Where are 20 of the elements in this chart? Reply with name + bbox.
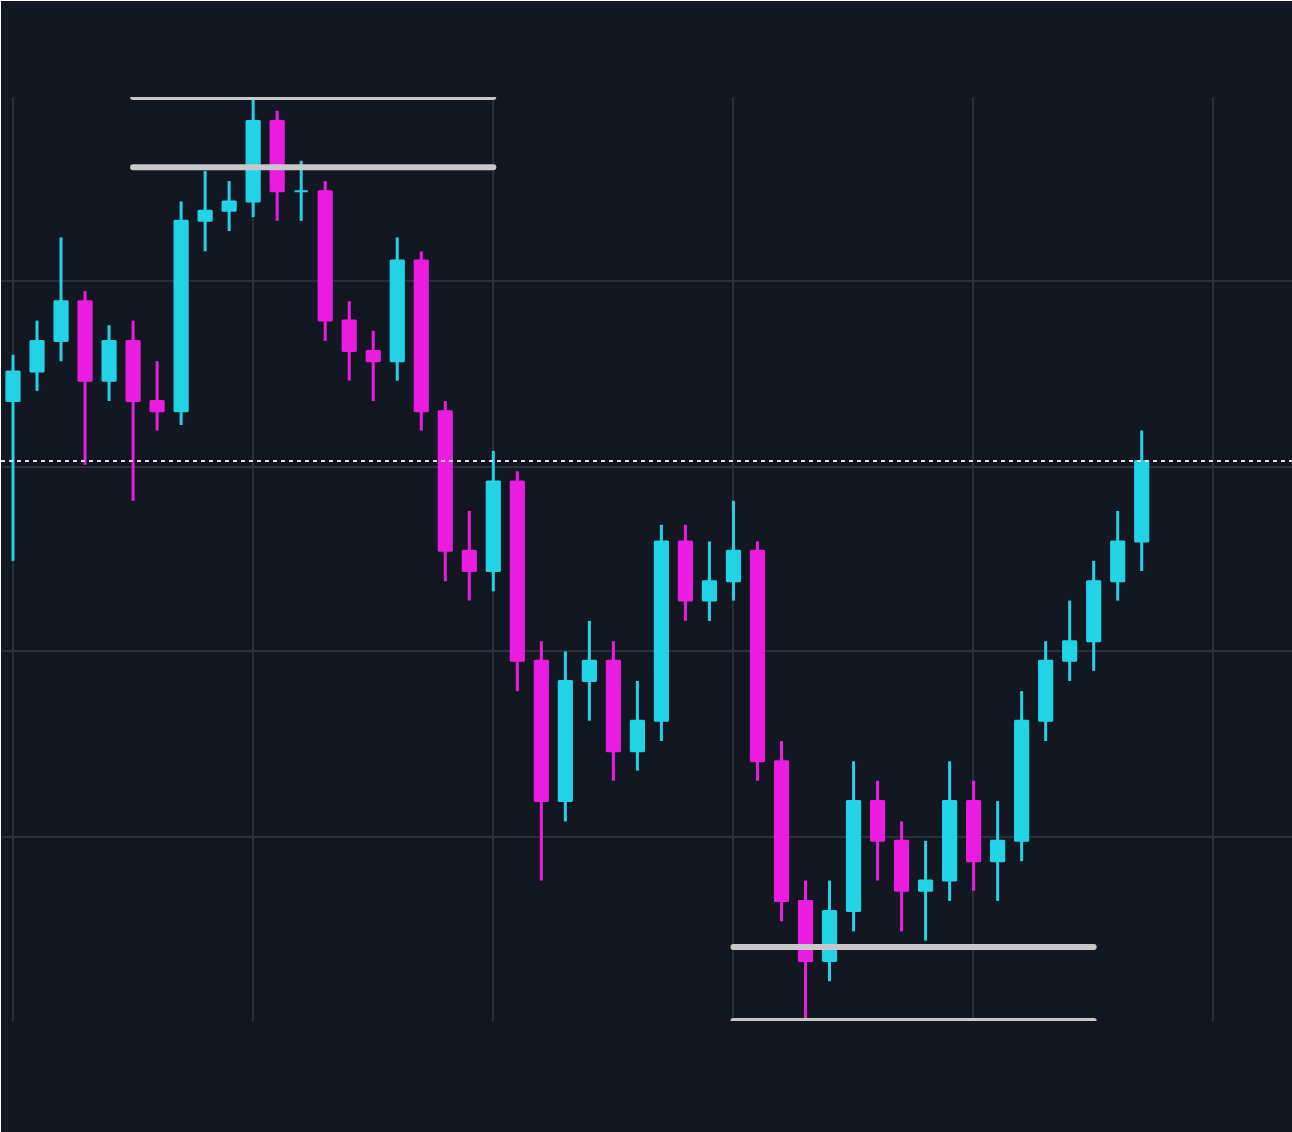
candlestick	[341, 299, 357, 383]
candlestick	[869, 779, 886, 883]
candlestick	[197, 169, 213, 253]
candlestick	[101, 323, 117, 403]
candlestick	[221, 179, 237, 233]
candlestick	[581, 619, 597, 723]
candlestick	[293, 159, 309, 223]
candlestick	[725, 499, 742, 603]
candlestick	[917, 839, 934, 943]
candlestick	[701, 539, 718, 623]
candlestick	[149, 359, 165, 433]
candlestick	[5, 353, 21, 563]
candlestick	[365, 329, 381, 403]
candlestick	[1110, 509, 1126, 603]
candlestick	[29, 319, 45, 393]
candlestick	[990, 799, 1006, 903]
candlestick	[1062, 599, 1078, 683]
candlestick	[629, 679, 645, 773]
candlestick	[53, 235, 69, 363]
candlestick	[461, 509, 477, 603]
